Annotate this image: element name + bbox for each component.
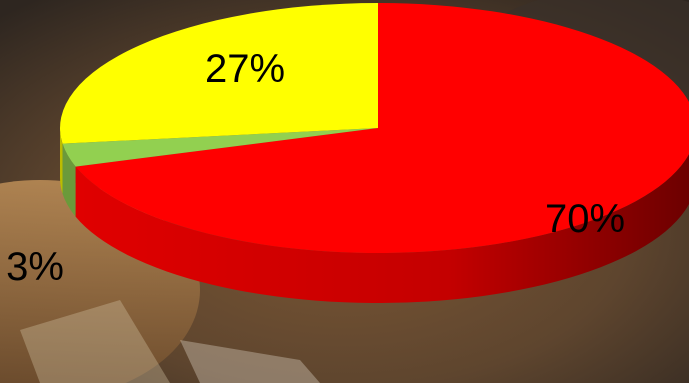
pie-slice-1 (62, 128, 378, 167)
pie-slice-side-2 (60, 128, 63, 194)
pie-slice-side-0 (75, 153, 689, 303)
pie-slice-2 (59, 3, 378, 144)
pie-slice-label-1: 3% (6, 245, 64, 289)
pie-slice-0 (75, 3, 689, 253)
pie-slice-label-2: 27% (205, 47, 285, 91)
pie-slice-side-1 (62, 143, 76, 217)
pie-slice-label-0: 70% (545, 197, 625, 241)
